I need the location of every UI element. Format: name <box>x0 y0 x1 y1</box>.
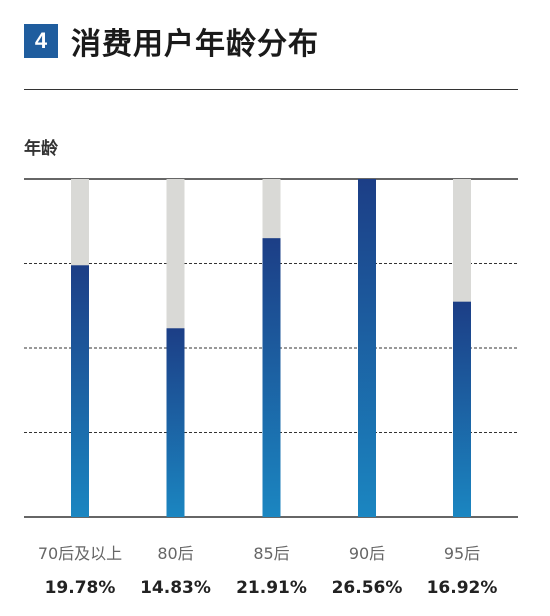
value-label: 26.56% <box>332 578 403 598</box>
bar <box>71 265 89 517</box>
y-axis-label: 年龄 <box>24 139 58 159</box>
value-label: 21.91% <box>236 578 307 598</box>
chart-header: 4 消费用户年龄分布 <box>24 24 319 62</box>
title-divider <box>24 89 518 90</box>
bar <box>453 301 471 517</box>
value-label: 19.78% <box>45 578 116 598</box>
category-label: 90后 <box>349 544 385 563</box>
bar <box>166 328 185 517</box>
chart-title: 消费用户年龄分布 <box>71 27 319 62</box>
section-number-badge: 4 <box>24 24 58 58</box>
bars <box>71 179 471 517</box>
category-label: 85后 <box>253 544 289 563</box>
bar <box>262 238 281 517</box>
category-label: 70后及以上 <box>38 544 122 563</box>
bar <box>358 179 376 517</box>
labels: 70后及以上 19.78% 80后 14.83% 85后 21.91% 90后 26.56% 9… <box>38 544 498 598</box>
value-label: 14.83% <box>140 578 211 598</box>
value-label: 16.92% <box>427 578 498 598</box>
category-label: 95后 <box>444 544 480 563</box>
category-label: 80后 <box>157 544 193 563</box>
